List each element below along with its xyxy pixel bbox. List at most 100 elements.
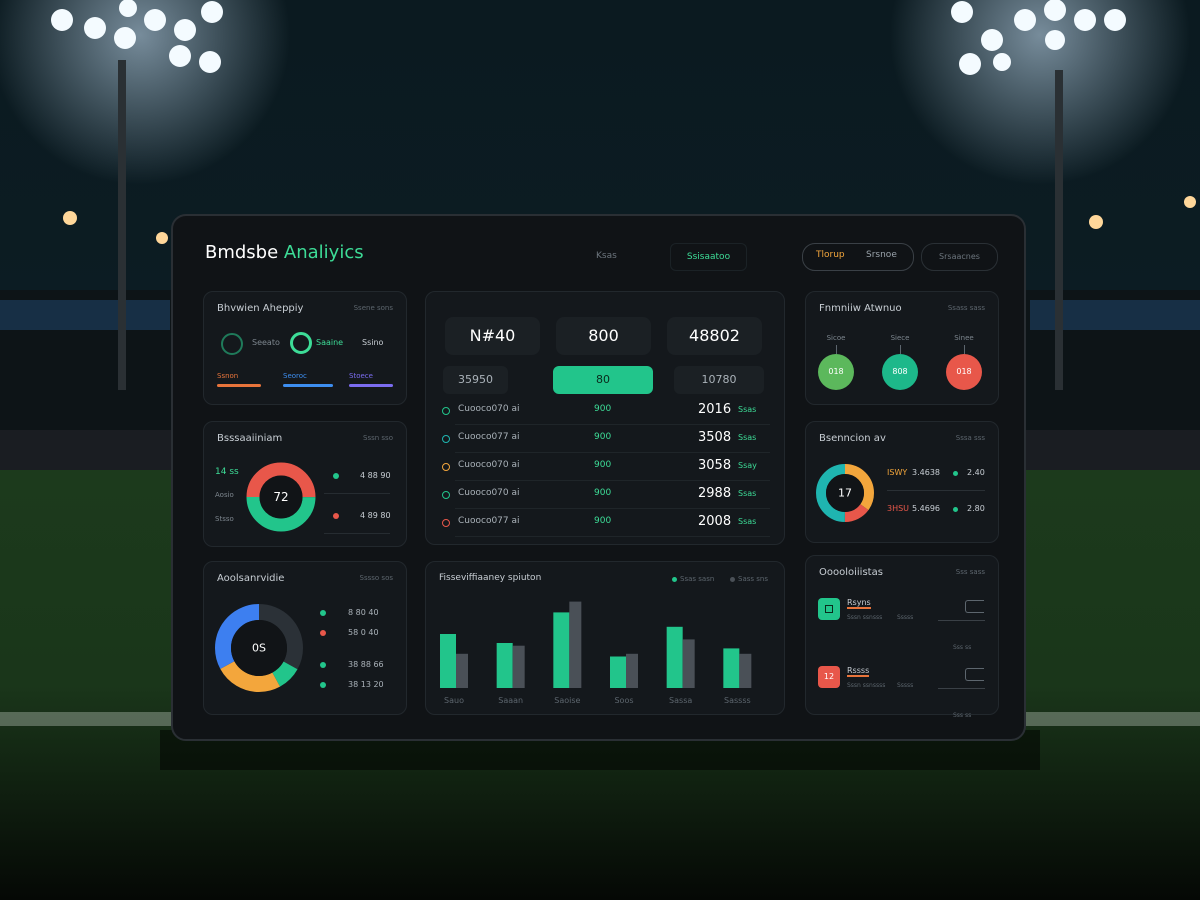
- bar-line: [349, 384, 393, 387]
- row-name: Cuooco070 ai: [458, 404, 520, 414]
- row-divider: [455, 480, 770, 481]
- legend-dot: [730, 577, 735, 582]
- ring-label: Seeato: [252, 338, 280, 347]
- status-circle: 018: [946, 354, 982, 390]
- legend-dot: [320, 662, 326, 668]
- nav-item[interactable]: Ksas: [596, 251, 617, 261]
- legend-text: 4 89 80: [360, 511, 391, 520]
- status-circle: 808: [882, 354, 918, 390]
- bar: [626, 653, 638, 688]
- legend-dot: [333, 513, 339, 519]
- item-tag: Sssss: [897, 614, 914, 621]
- toggle-group: [802, 243, 914, 271]
- bar-line: [217, 384, 261, 387]
- item-toggle[interactable]: [965, 600, 984, 613]
- side-label: Stsso: [215, 515, 234, 523]
- status-stem: [900, 345, 901, 354]
- bar-chart: Sauo Saaan Saoise Soos Sassa Sassss: [440, 601, 752, 705]
- legend-text: 3.4638: [912, 468, 940, 477]
- row-mid: 900: [594, 404, 612, 414]
- row-tag: Ssay: [738, 461, 757, 470]
- legend-value: 2.80: [967, 504, 985, 513]
- row-name: Cuooco070 ai: [458, 460, 520, 470]
- donut-chart: 17: [816, 464, 874, 522]
- legend-dot: [953, 507, 958, 512]
- donut-center: 0S: [252, 642, 266, 655]
- legend-key: 3HSU: [887, 504, 910, 513]
- icon-glyph: [825, 605, 833, 613]
- card-title: Bsssaaiiniam: [217, 433, 283, 444]
- legend-text: 8 80 40: [348, 608, 379, 617]
- stat-card: N#40: [445, 317, 540, 355]
- card-note: Sssn sso: [363, 434, 393, 442]
- donut-segment: [215, 604, 303, 692]
- bar: [666, 626, 683, 688]
- donut-segment: [816, 464, 874, 522]
- ring-icon: [221, 333, 243, 355]
- row-value: 2988: [698, 486, 732, 501]
- item-tag: Sssss: [897, 682, 914, 689]
- donut-chart: 72: [246, 462, 316, 532]
- x-tick-label: Saaan: [498, 696, 523, 705]
- donut-segment: [215, 604, 303, 692]
- x-tick-label: Sassss: [724, 696, 751, 705]
- row-mid: 900: [594, 432, 612, 442]
- toggle-option[interactable]: Tlorup: [816, 250, 845, 260]
- card-title: Fnmniiw Atwnuo: [819, 303, 902, 314]
- legend-text: 5.4696: [912, 504, 940, 513]
- donut-hole: [826, 474, 864, 512]
- item-sub: Sssn ssnsss: [847, 614, 883, 621]
- card: [425, 561, 785, 715]
- ring-label: Saaine: [316, 338, 344, 347]
- item-sub: Sssn ssnssss: [847, 682, 886, 689]
- bar: [496, 643, 513, 688]
- donut-center: 17: [838, 487, 852, 500]
- filter-pill[interactable]: 80: [553, 366, 653, 394]
- row-name: Cuooco070 ai: [458, 488, 520, 498]
- title: Bmdsbe Analiyics: [205, 242, 364, 263]
- card-note: Sssso sos: [359, 574, 393, 582]
- card-title: Ooooloiiistas: [819, 567, 883, 578]
- item-toggle[interactable]: [965, 668, 984, 681]
- item-icon: [818, 598, 840, 620]
- toggle-option[interactable]: Srsnoe: [866, 250, 897, 260]
- status-label: Sicoe: [826, 334, 846, 342]
- x-tick-label: Soos: [614, 696, 633, 705]
- donut-hole: [231, 620, 287, 676]
- legend-value: 2.40: [967, 468, 985, 477]
- status-label: Sinee: [954, 334, 974, 342]
- item-title: Rssss: [847, 666, 870, 677]
- legend-text: 58 0 40: [348, 628, 379, 637]
- x-tick-label: Saoise: [554, 696, 580, 705]
- divider: [324, 533, 390, 534]
- row-mid: 900: [594, 488, 612, 498]
- filter-pill[interactable]: 35950: [443, 366, 508, 394]
- card: [203, 561, 407, 715]
- status-circle: 018: [818, 354, 854, 390]
- x-tick-label: Sassa: [669, 696, 692, 705]
- nav-item[interactable]: Ssisaatoo: [670, 243, 747, 271]
- item-track: [938, 620, 985, 621]
- legend-text: 38 13 20: [348, 680, 384, 689]
- filter-pill[interactable]: 10780: [674, 366, 764, 394]
- bar: [456, 653, 468, 688]
- button[interactable]: Srsaacnes: [921, 243, 998, 271]
- ring-label: Ssino: [362, 338, 384, 347]
- side-label: Aosio: [215, 491, 234, 499]
- bar: [440, 634, 456, 688]
- row-divider: [455, 536, 770, 537]
- status-stem: [836, 345, 837, 354]
- card-note: Sss sass: [955, 568, 985, 576]
- bar-label: Stoece: [349, 372, 373, 380]
- bar: [723, 648, 740, 688]
- ring-icon: [290, 332, 312, 354]
- card-note: Ssene sons: [353, 304, 393, 312]
- legend-dot: [320, 630, 326, 636]
- donut-segment: [246, 462, 316, 532]
- legend-key: ISWY: [887, 468, 908, 477]
- row-tag: Ssas: [738, 517, 757, 526]
- legend-dot: [320, 682, 326, 688]
- row-tag: Ssas: [738, 489, 757, 498]
- bar: [682, 639, 695, 688]
- row-name: Cuooco077 ai: [458, 516, 520, 526]
